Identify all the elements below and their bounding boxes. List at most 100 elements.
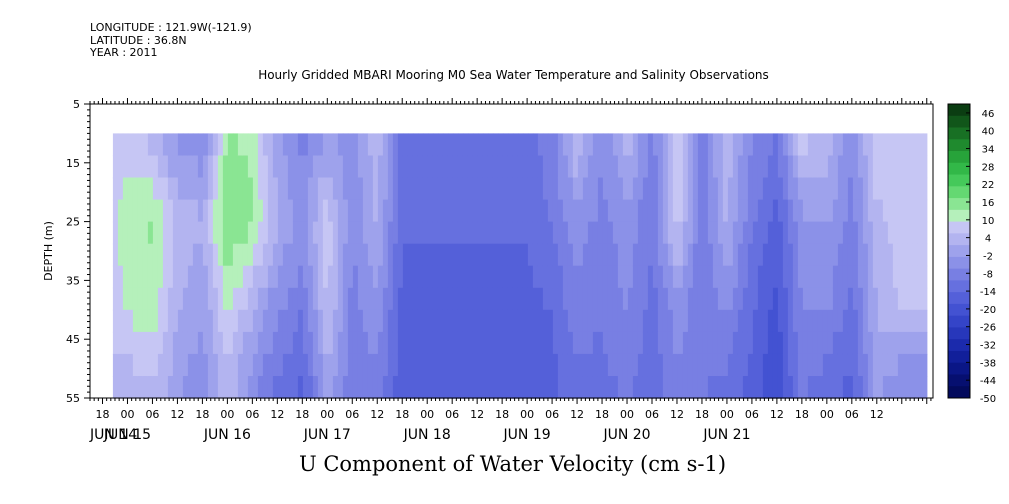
x-hour-label: 18 <box>395 408 409 421</box>
colorbar-swatch <box>948 186 970 199</box>
colorbar-swatch <box>948 256 970 270</box>
year-label: YEAR : 2011 <box>90 46 158 59</box>
colorbar-swatch <box>948 245 970 258</box>
colorbar-swatch <box>948 127 970 140</box>
x-hour-label: 12 <box>870 408 884 421</box>
colorbar-swatch <box>948 315 970 328</box>
x-hour-label: 06 <box>745 408 759 421</box>
x-hour-label: 12 <box>370 408 384 421</box>
colorbar-swatch <box>948 174 970 187</box>
x-hour-label: 18 <box>695 408 709 421</box>
x-hour-label: 00 <box>520 408 534 421</box>
x-hour-label: 18 <box>295 408 309 421</box>
axes: 5 15 25 35 45 55 DEPTH (m) 18 00 06 12 18 00 06 12 18 00… <box>42 98 934 443</box>
x-day-label: JUN 18 <box>403 427 451 443</box>
x-day-label: JUN 15 <box>103 427 151 443</box>
x-day-label: JUN 16 <box>203 427 251 443</box>
colorbar-swatch <box>948 233 970 246</box>
colorbar-label: -32 <box>980 341 996 352</box>
colorbar-label: -38 <box>980 358 996 369</box>
colorbar-label: -26 <box>980 323 996 334</box>
x-day-label: JUN 14 <box>89 427 137 443</box>
colorbar-swatch <box>948 162 970 175</box>
x-hour-label: 12 <box>770 408 784 421</box>
y-tick-label: 55 <box>66 392 80 405</box>
x-day-label: JUN 20 <box>602 427 650 443</box>
colorbar-label: 16 <box>982 198 995 209</box>
colorbar-label: -44 <box>980 376 996 387</box>
colorbar-swatch <box>948 374 970 387</box>
colorbar-swatch <box>948 362 970 375</box>
x-hour-label: 06 <box>845 408 859 421</box>
x-hour-label: 06 <box>345 408 359 421</box>
colorbar-swatch <box>948 339 970 352</box>
x-hour-label: 00 <box>120 408 134 421</box>
colorbar-swatch <box>948 115 970 128</box>
colorbar-label: 46 <box>982 109 995 120</box>
colorbar-label: 10 <box>982 216 995 227</box>
x-hour-label: 06 <box>245 408 259 421</box>
colorbar-label: -20 <box>980 305 996 316</box>
y-axis-label: DEPTH (m) <box>42 221 55 281</box>
x-day-label: JUN 19 <box>503 427 551 443</box>
plot-metadata: LONGITUDE : 121.9W(-121.9) LATITUDE : 36… <box>90 21 252 60</box>
colorbar-swatch <box>948 350 970 364</box>
x-hour-label: 18 <box>795 408 809 421</box>
colorbar-swatch <box>948 303 970 317</box>
colorbar-label: 40 <box>982 127 995 138</box>
colorbar-frame <box>947 103 971 399</box>
heatmap-cells <box>112 133 928 399</box>
colorbar-label: 22 <box>982 180 995 191</box>
x-hour-label: 00 <box>320 408 334 421</box>
colorbar-label: -8 <box>983 269 993 280</box>
colorbar-label: 34 <box>982 145 995 156</box>
x-hour-label: 18 <box>495 408 509 421</box>
y-tick-label: 45 <box>66 333 80 346</box>
x-hour-label: 00 <box>820 408 834 421</box>
x-hour-label: 12 <box>570 408 584 421</box>
longitude-label: LONGITUDE : 121.9W(-121.9) <box>90 21 252 34</box>
colorbar-swatch <box>948 386 970 399</box>
x-hour-label: 00 <box>420 408 434 421</box>
y-tick-label: 35 <box>66 274 80 287</box>
x-hour-label: 18 <box>95 408 109 421</box>
colorbar-label: -2 <box>983 251 993 262</box>
y-tick-label: 25 <box>66 216 80 229</box>
x-day-label: JUN 17 <box>303 427 351 443</box>
colorbar-swatch <box>948 209 970 222</box>
y-tick-label: 5 <box>73 98 80 111</box>
colorbar-label: 4 <box>985 234 991 245</box>
plot-area <box>112 133 928 399</box>
colorbar-swatch <box>948 104 970 117</box>
colorbar-swatch <box>948 221 970 234</box>
x-hour-label: 12 <box>270 408 284 421</box>
latitude-label: LATITUDE : 36.8N <box>90 33 187 47</box>
colorbar-label: 28 <box>982 162 995 173</box>
colorbar-label: -50 <box>980 394 996 405</box>
x-hour-label: 18 <box>595 408 609 421</box>
colorbar-label: -14 <box>980 287 996 298</box>
x-hour-label: 00 <box>620 408 634 421</box>
x-hour-label: 00 <box>220 408 234 421</box>
x-hour-label: 06 <box>145 408 159 421</box>
colorbar-swatch <box>948 268 970 281</box>
colorbar-swatch <box>948 139 970 152</box>
variable-label: U Component of Water Velocity (cm s-1) <box>298 452 727 476</box>
x-hour-label: 12 <box>670 408 684 421</box>
colorbar-swatch <box>948 292 970 305</box>
x-hour-label: 06 <box>645 408 659 421</box>
colorbar-swatch <box>948 280 970 293</box>
chart-title: Hourly Gridded MBARI Mooring M0 Sea Wate… <box>258 68 769 82</box>
x-hour-label: 06 <box>445 408 459 421</box>
colorbar-swatch <box>948 327 970 340</box>
x-hour-label: 00 <box>720 408 734 421</box>
y-tick-label: 15 <box>66 157 80 170</box>
colorbar: 46 40 34 28 22 16 10 4 -2 -8 -14 -20 -26 -32 -38 -44 -50 <box>947 103 996 405</box>
x-hour-label: 12 <box>170 408 184 421</box>
x-day-label: JUN 21 <box>702 427 750 443</box>
colorbar-swatch <box>948 151 970 164</box>
colorbar-swatch <box>948 198 970 211</box>
x-hour-label: 12 <box>470 408 484 421</box>
x-hour-label: 18 <box>195 408 209 421</box>
